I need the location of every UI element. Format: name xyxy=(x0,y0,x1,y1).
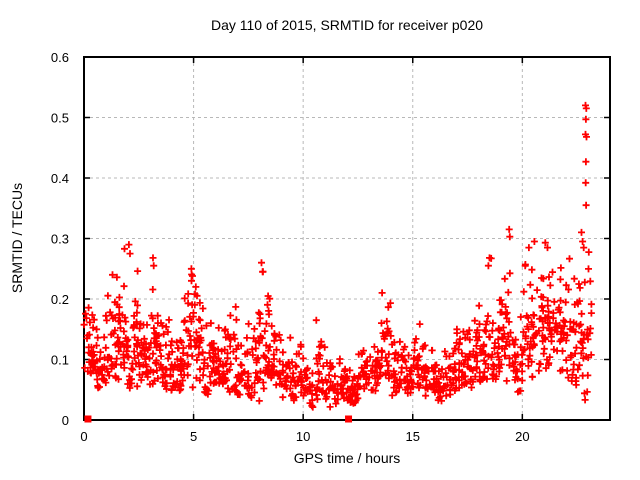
outlier-point-cloud xyxy=(109,101,590,324)
x-tick-label: 10 xyxy=(296,429,310,444)
y-tick-label: 0.1 xyxy=(51,353,69,368)
chart-title: Day 110 of 2015, SRMTID for receiver p02… xyxy=(211,17,483,33)
y-tick-label: 0 xyxy=(62,413,69,428)
y-tick-label: 0.3 xyxy=(51,232,69,247)
y-tick-label: 0.4 xyxy=(51,171,69,186)
y-tick-label: 0.5 xyxy=(51,111,69,126)
scatter-point-cloud xyxy=(80,248,595,411)
y-tick-labels: 0 0.1 0.2 0.3 0.4 0.5 0.6 xyxy=(51,50,69,428)
y-tick-label: 0.6 xyxy=(51,50,69,65)
outlier-points xyxy=(109,101,590,324)
y-tick-label: 0.2 xyxy=(51,292,69,307)
x-tick-label: 20 xyxy=(515,429,529,444)
data-points xyxy=(80,248,595,411)
x-tick-labels: 0 5 10 15 20 xyxy=(80,429,529,444)
zero-square-marker xyxy=(84,415,92,423)
x-tick-label: 15 xyxy=(406,429,420,444)
x-tick-label: 5 xyxy=(190,429,197,444)
y-axis-label: SRMTID / TECUs xyxy=(9,183,25,293)
x-tick-label: 0 xyxy=(80,429,87,444)
zero-square-marker xyxy=(345,415,353,423)
x-axis-label: GPS time / hours xyxy=(294,450,401,466)
zero-markers xyxy=(84,415,353,423)
gridlines xyxy=(84,57,610,420)
